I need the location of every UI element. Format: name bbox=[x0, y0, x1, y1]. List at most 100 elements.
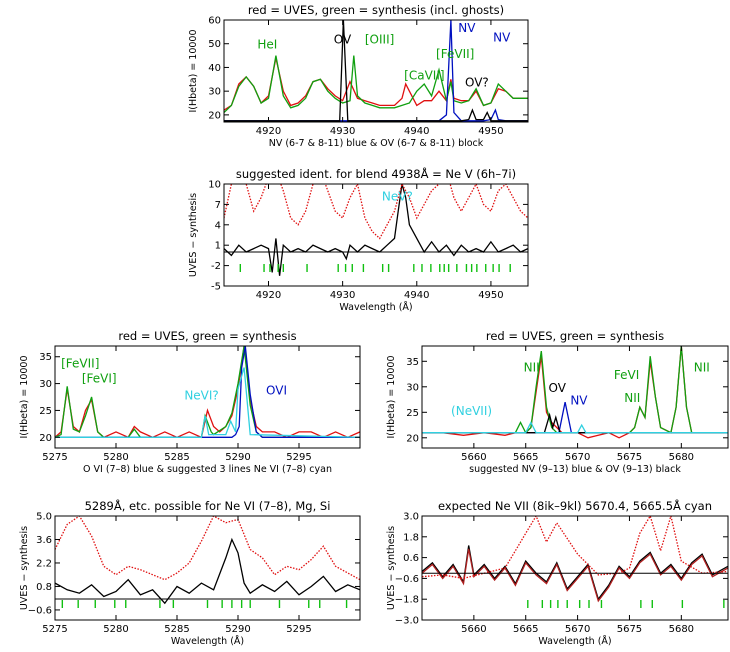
y-tick-label: −3.0 bbox=[395, 616, 419, 627]
annotation: OV bbox=[549, 381, 567, 395]
chart-title: red = UVES, green = synthesis bbox=[118, 329, 296, 343]
panel-4: 5660 5665 5670 5675 5680 20 25 30 35 red = UVES, … bbox=[386, 329, 729, 475]
plot-area bbox=[55, 346, 360, 439]
annotation: OV? bbox=[465, 75, 489, 89]
y-tick-label: 10 bbox=[208, 180, 221, 191]
annotation: [FeVII] bbox=[436, 47, 474, 61]
annotation: FeVI bbox=[614, 368, 639, 382]
x-tick-label: 4920 bbox=[256, 126, 281, 137]
x-tick-label: 5660 bbox=[461, 452, 486, 463]
y-tick-label: -2 bbox=[211, 261, 221, 272]
plot-frame bbox=[54, 345, 361, 449]
x-tick-label: 5665 bbox=[513, 452, 538, 463]
x-tick-label: 5275 bbox=[42, 452, 67, 463]
panel-1: 4920 4930 4940 4950 20 30 40 50 60 red = UVES, gr… bbox=[188, 3, 529, 149]
chart-title: 5289Å, etc. possible for Ne VI (7–8), Mg… bbox=[85, 498, 331, 513]
x-tick-label: 5675 bbox=[617, 452, 642, 463]
series-line-2 bbox=[422, 346, 728, 434]
x-tick-label: 4940 bbox=[404, 290, 429, 301]
y-tick-label: 0.8 bbox=[36, 582, 52, 593]
x-tick-label: 5290 bbox=[225, 624, 250, 635]
plot-frame bbox=[421, 515, 729, 621]
series-line-1 bbox=[224, 184, 528, 276]
annotation: [FeVII] bbox=[61, 356, 99, 370]
x-tick-label: 5680 bbox=[669, 624, 694, 635]
y-tick-label: 20 bbox=[406, 433, 419, 444]
chart-title: red = UVES, green = synthesis bbox=[486, 329, 664, 343]
annotation: NeVI? bbox=[184, 389, 218, 403]
x-tick-label: 5275 bbox=[42, 624, 67, 635]
series-line-2 bbox=[224, 55, 528, 113]
y-tick-label: 1 bbox=[215, 241, 221, 252]
y-tick-label: 7 bbox=[215, 200, 221, 211]
annotation: HeI bbox=[257, 37, 277, 51]
y-axis-label: UVES − synthesis bbox=[188, 193, 199, 277]
y-tick-label: −0.6 bbox=[395, 574, 419, 585]
y-tick-label: 30 bbox=[39, 379, 52, 390]
plot-frame bbox=[54, 515, 361, 621]
annotation: NII bbox=[694, 361, 710, 375]
y-axis-label: UVES − synthesis bbox=[19, 526, 30, 610]
x-axis-label: Wavelength (Å) bbox=[538, 635, 611, 647]
panel-5: 5275 5280 5285 5290 5295 −0.6 0.8 2.2 3.6 5.0 5289… bbox=[19, 498, 361, 647]
series-line-4 bbox=[224, 20, 528, 122]
y-tick-label: 5.0 bbox=[36, 512, 52, 523]
x-tick-label: 4950 bbox=[478, 126, 503, 137]
series-line-1 bbox=[55, 537, 360, 605]
x-tick-label: 5670 bbox=[565, 624, 590, 635]
x-axis-label: Wavelength (Å) bbox=[171, 635, 244, 647]
y-tick-label: 3.0 bbox=[403, 512, 419, 523]
x-axis-label: suggested NV (9–13) blue & OV (9–13) bla… bbox=[469, 464, 681, 475]
y-tick-label: 35 bbox=[406, 357, 419, 368]
x-tick-label: 5280 bbox=[103, 452, 128, 463]
annotation: NII bbox=[624, 391, 640, 405]
panel-6: 5660 5665 5670 5675 5680 −3.0 −1.8 −0.6 0.6 1.8 3.… bbox=[386, 498, 729, 647]
x-axis-label: O VI (7–8) blue & suggested 3 lines Ne V… bbox=[83, 464, 332, 475]
x-tick-label: 5665 bbox=[513, 624, 538, 635]
annotation: NV bbox=[458, 21, 476, 35]
x-axis-label: Wavelength (Å) bbox=[339, 301, 412, 313]
plot-frame bbox=[223, 19, 529, 123]
annotation: NII bbox=[524, 361, 540, 375]
y-tick-label: 60 bbox=[208, 16, 221, 27]
annotation: NV bbox=[570, 394, 588, 408]
x-tick-label: 5675 bbox=[617, 624, 642, 635]
series-line-2 bbox=[224, 184, 528, 240]
annotation: NeV? bbox=[382, 189, 413, 203]
y-tick-label: 40 bbox=[208, 63, 221, 74]
y-tick-label: 0.6 bbox=[403, 553, 419, 564]
y-tick-label: 1.8 bbox=[403, 532, 419, 543]
series-line-3 bbox=[224, 20, 528, 122]
panel-3: 5275 5280 5285 5290 5295 20 25 30 35 red = UVES, … bbox=[19, 329, 361, 475]
annotation: [CaVII] bbox=[404, 68, 444, 82]
y-axis-label: I(Hbeta) = 10000 bbox=[19, 356, 30, 439]
series-line-3 bbox=[422, 516, 728, 580]
y-tick-label: 3.6 bbox=[36, 535, 52, 546]
x-tick-label: 5290 bbox=[225, 452, 250, 463]
y-tick-label: 35 bbox=[39, 352, 52, 363]
y-tick-label: 4 bbox=[215, 220, 221, 231]
y-axis-label: I(Hbeta) = 10000 bbox=[386, 356, 397, 439]
y-tick-label: 50 bbox=[208, 39, 221, 50]
y-tick-label: −1.8 bbox=[395, 595, 419, 606]
plot-area bbox=[422, 516, 728, 608]
y-axis-label: I(Hbeta) = 10000 bbox=[188, 30, 199, 113]
y-tick-label: 25 bbox=[39, 406, 52, 417]
annotation: OV bbox=[334, 33, 352, 47]
plot-area bbox=[224, 20, 528, 122]
x-tick-label: 4930 bbox=[330, 290, 355, 301]
y-axis-label: UVES − synthesis bbox=[386, 526, 397, 610]
y-tick-label: 20 bbox=[208, 110, 221, 121]
annotation: [FeVI] bbox=[82, 372, 117, 386]
x-tick-label: 5295 bbox=[286, 452, 311, 463]
panel-2: 4920 4930 4940 4950 -5 -2 1 4 7 10 suggested ident… bbox=[188, 166, 529, 313]
plot-area bbox=[55, 516, 360, 608]
series-line-2 bbox=[422, 548, 728, 603]
y-tick-label: -5 bbox=[211, 282, 221, 293]
y-tick-label: 30 bbox=[208, 87, 221, 98]
y-tick-label: 30 bbox=[406, 382, 419, 393]
series-line-2 bbox=[55, 516, 360, 581]
chart-title: expected Ne VII (8ik–9kl) 5670.4, 5665.5… bbox=[438, 498, 712, 513]
x-tick-label: 4930 bbox=[330, 126, 355, 137]
